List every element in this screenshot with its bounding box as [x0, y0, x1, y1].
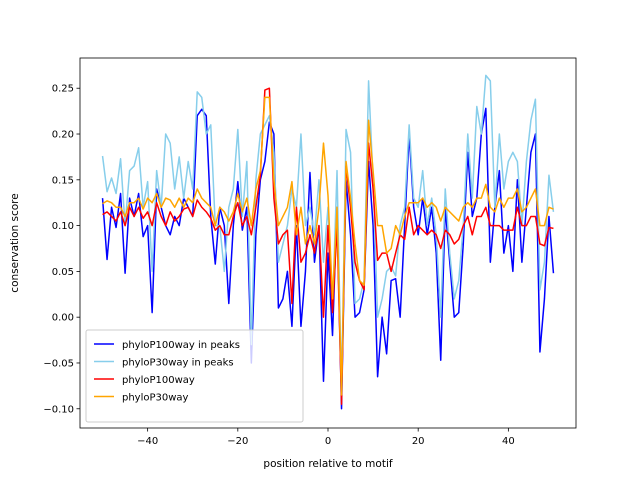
y-tick-label: −0.10 [43, 404, 74, 415]
x-tick-label: −20 [227, 436, 248, 447]
legend-label: phyloP30way in peaks [122, 358, 234, 369]
x-tick-label: 20 [412, 436, 425, 447]
y-tick-label: −0.05 [43, 358, 74, 369]
y-tick-label: 0.20 [52, 130, 74, 141]
y-tick-label: 0.00 [52, 313, 74, 324]
x-tick-label: 0 [325, 436, 331, 447]
y-tick-label: 0.15 [52, 175, 74, 186]
y-axis-label: conservation score [9, 193, 21, 292]
x-tick-label: −40 [137, 436, 158, 447]
plot-frame [79, 57, 577, 429]
legend-box [85, 329, 304, 423]
legend-label: phyloP100way [122, 375, 195, 386]
legend-label: phyloP100way in peaks [122, 340, 240, 351]
series-line [101, 107, 555, 410]
legend: phyloP100way in peaks phyloP30way in peak… [85, 329, 304, 423]
x-tick-label: 40 [502, 436, 515, 447]
y-tick-label: 0.10 [52, 221, 74, 232]
legend-label: phyloP30way [122, 393, 189, 404]
y-tick-label: 0.25 [52, 84, 74, 95]
x-axis-label: position relative to motif [263, 458, 392, 470]
series-line [102, 87, 554, 405]
y-tick-label: 0.05 [52, 267, 74, 278]
series-line [102, 96, 554, 396]
